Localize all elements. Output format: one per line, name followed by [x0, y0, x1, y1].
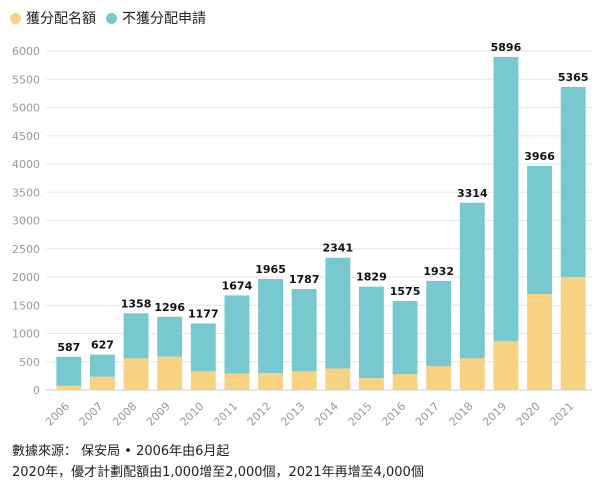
- y-tick-label-4000: 4000: [12, 158, 40, 171]
- bar-not-allocated-2011: [224, 295, 250, 374]
- x-tick-label-2011: 2011: [211, 400, 240, 429]
- x-tick-label-2018: 2018: [447, 400, 476, 429]
- x-tick-label-2010: 2010: [178, 400, 207, 429]
- total-label-2006: 587: [57, 341, 80, 354]
- total-label-2013: 1787: [289, 273, 320, 286]
- bar-not-allocated-2007: [89, 354, 115, 377]
- y-tick-label-4500: 4500: [12, 130, 40, 143]
- legend-item-allocated: 獲分配名額: [10, 8, 96, 28]
- y-tick-label-5000: 5000: [12, 102, 40, 115]
- bar-not-allocated-2018: [459, 202, 485, 359]
- bar-not-allocated-2008: [123, 313, 149, 359]
- bar-allocated-2015: [358, 378, 384, 390]
- x-tick-label-2016: 2016: [379, 400, 408, 429]
- bar-not-allocated-2014: [325, 257, 351, 369]
- bar-allocated-2012: [258, 373, 284, 390]
- x-tick-label-2017: 2017: [413, 400, 442, 429]
- bar-allocated-2007: [89, 376, 115, 390]
- x-tick-label-2007: 2007: [77, 400, 106, 429]
- y-tick-label-6000: 6000: [12, 45, 40, 58]
- total-label-2021: 5365: [558, 71, 589, 84]
- bar-not-allocated-2009: [157, 316, 183, 357]
- bar-allocated-2021: [560, 277, 586, 390]
- total-label-2010: 1177: [188, 307, 219, 320]
- x-tick-label-2013: 2013: [278, 400, 307, 429]
- x-tick-label-2021: 2021: [547, 400, 576, 429]
- bar-allocated-2014: [325, 368, 351, 390]
- bar-allocated-2020: [527, 293, 553, 390]
- bar-not-allocated-2013: [291, 289, 317, 372]
- bar-not-allocated-2012: [258, 278, 284, 374]
- bar-not-allocated-2015: [358, 286, 384, 379]
- bar-not-allocated-2010: [190, 323, 216, 372]
- y-tick-label-5500: 5500: [12, 73, 40, 86]
- bar-allocated-2019: [493, 340, 519, 390]
- y-tick-label-3500: 3500: [12, 186, 40, 199]
- y-tick-label-2500: 2500: [12, 243, 40, 256]
- x-tick-label-2008: 2008: [110, 400, 139, 429]
- total-label-2007: 627: [91, 339, 114, 352]
- bar-allocated-2013: [291, 371, 317, 390]
- legend-swatch-allocated: [10, 12, 21, 24]
- total-label-2019: 5896: [491, 41, 522, 54]
- total-label-2008: 1358: [121, 297, 152, 310]
- legend-label-allocated: 獲分配名額: [26, 11, 96, 27]
- chart-footer: 數據來源： 保安局 • 2006年由6月起 2020年，優才計劃配額由1,000…: [12, 441, 424, 483]
- bar-not-allocated-2020: [527, 165, 553, 294]
- bar-allocated-2006: [56, 385, 82, 390]
- x-tick-label-2020: 2020: [514, 400, 543, 429]
- total-label-2014: 2341: [323, 242, 354, 255]
- y-tick-label-0: 0: [33, 384, 40, 397]
- x-tick-label-2006: 2006: [43, 400, 72, 429]
- bar-not-allocated-2017: [426, 280, 452, 367]
- bar-allocated-2016: [392, 374, 418, 390]
- bar-not-allocated-2006: [56, 356, 82, 386]
- total-label-2012: 1965: [255, 263, 286, 276]
- bar-allocated-2018: [459, 358, 485, 390]
- y-tick-label-1000: 1000: [12, 328, 40, 341]
- chart-legend: 獲分配名額 不獲分配申請: [10, 8, 206, 28]
- legend-label-not-allocated: 不獲分配申請: [122, 11, 206, 27]
- legend-swatch-not-allocated: [106, 12, 117, 24]
- x-tick-label-2015: 2015: [346, 400, 375, 429]
- x-tick-label-2009: 2009: [144, 400, 173, 429]
- total-label-2016: 1575: [390, 285, 421, 298]
- legend-item-not-allocated: 不獲分配申請: [106, 8, 206, 28]
- bar-allocated-2017: [426, 366, 452, 390]
- stacked-bar-chart: 0 500 1000 1500 2000 2500 3000 3500 4000 4500 5000…: [12, 41, 592, 429]
- bar-not-allocated-2016: [392, 301, 418, 375]
- bar-not-allocated-2021: [560, 86, 586, 277]
- total-label-2011: 1674: [222, 279, 253, 292]
- bar-allocated-2008: [123, 358, 149, 390]
- total-label-2017: 1932: [423, 265, 454, 278]
- total-label-2018: 3314: [457, 187, 488, 200]
- x-tick-label-2012: 2012: [245, 400, 274, 429]
- bar-allocated-2011: [224, 373, 250, 390]
- bar-not-allocated-2019: [493, 56, 519, 341]
- source-note: 數據來源： 保安局 • 2006年由6月起: [12, 444, 230, 459]
- bar-allocated-2010: [190, 371, 216, 390]
- quota-note: 2020年，優才計劃配額由1,000增至2,000個，2021年再增至4,000…: [12, 465, 424, 480]
- y-tick-label-1500: 1500: [12, 299, 40, 312]
- x-tick-label-2019: 2019: [480, 400, 509, 429]
- total-label-2009: 1296: [154, 301, 185, 314]
- total-label-2015: 1829: [356, 271, 387, 284]
- bar-allocated-2009: [157, 356, 183, 390]
- x-tick-label-2014: 2014: [312, 400, 341, 429]
- total-label-2020: 3966: [524, 150, 555, 163]
- y-tick-label-500: 500: [19, 356, 40, 369]
- y-tick-label-3000: 3000: [12, 215, 40, 228]
- y-tick-label-2000: 2000: [12, 271, 40, 284]
